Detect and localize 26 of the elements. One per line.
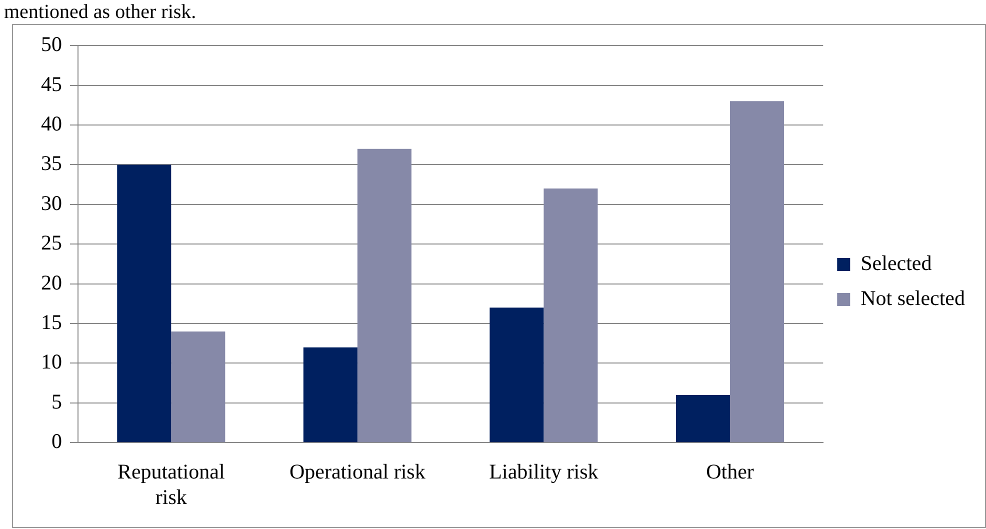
bar: [357, 148, 412, 442]
text: mentioned as other risk.: [3, 0, 198, 24]
y-tick-label: 10: [41, 350, 62, 374]
y-tick-label: 20: [41, 270, 62, 294]
y-tick-label: 30: [41, 190, 62, 215]
x-tick-label: Operational risk: [289, 460, 426, 484]
legend-label: Selected: [860, 251, 932, 276]
y-tick-label: 45: [41, 72, 62, 96]
y-tick-label: 5: [52, 389, 62, 414]
y-tick-label: 25: [41, 230, 62, 255]
y-tick-label: 15: [41, 310, 62, 334]
bar: [730, 101, 784, 442]
y-tick-label: 35: [41, 151, 62, 176]
bar: [171, 331, 226, 442]
bar: [544, 188, 598, 442]
bar: [117, 164, 172, 442]
y-tick-label: 50: [41, 32, 62, 56]
bar: [676, 394, 730, 442]
legend-label: Not selected: [860, 286, 966, 310]
bar: [490, 308, 544, 442]
x-tick-label: Liability risk: [489, 460, 599, 484]
y-tick-label: 0: [52, 429, 62, 454]
bar: [303, 347, 358, 442]
x-tick-label: Other: [706, 460, 754, 484]
y-tick-label: 40: [41, 112, 62, 136]
x-tick-label: Reputational risk: [117, 460, 225, 509]
